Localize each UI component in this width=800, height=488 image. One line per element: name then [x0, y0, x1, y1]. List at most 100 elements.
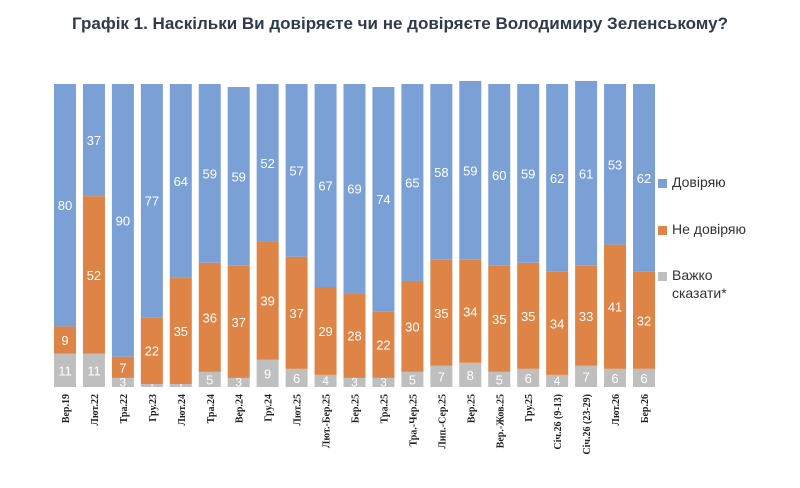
bar-segment	[314, 287, 337, 375]
data-label: 11	[87, 363, 101, 378]
data-label: 60	[492, 168, 506, 183]
data-label: 3	[120, 375, 127, 389]
data-label: 6	[640, 371, 647, 386]
data-label: 11	[58, 363, 72, 378]
legend-swatch	[658, 179, 667, 188]
data-label: 59	[521, 166, 535, 181]
legend-swatch	[658, 226, 667, 235]
data-label: 22	[376, 338, 390, 353]
bar-segment	[459, 80, 482, 260]
data-label: 35	[521, 309, 535, 324]
category-tick-label: Тра.24	[206, 394, 217, 423]
data-label: 34	[550, 316, 564, 331]
data-label: 3	[351, 375, 358, 389]
data-label: 37	[231, 315, 245, 330]
bar-segment	[343, 84, 366, 294]
bar-segment	[314, 84, 337, 288]
bar-segment	[285, 368, 308, 387]
bar-segment	[227, 87, 250, 266]
category-tick-label: Гру.23	[148, 394, 159, 422]
category-tick-label: Вер.-Жов.25	[495, 394, 506, 448]
bar-segment	[575, 80, 598, 266]
data-label: 5	[206, 372, 213, 387]
bar-segment	[343, 377, 366, 387]
bar-segment	[488, 371, 511, 387]
bar-segment	[517, 368, 540, 387]
bar-segment	[488, 84, 511, 266]
data-label: 6	[525, 371, 532, 386]
bar-segment	[546, 271, 569, 375]
category-tick-label: Вер.25	[466, 394, 477, 423]
bar-segment	[285, 84, 308, 257]
category-tick-label: Тра.-Чер.25	[408, 394, 419, 447]
category-tick-label: Тра.25	[379, 394, 390, 423]
category-tick-label: Тра.22	[119, 394, 130, 423]
data-label: 3	[380, 375, 387, 389]
legend-label: сказати*	[672, 285, 727, 301]
bar-segment	[633, 368, 655, 387]
bar-segment	[198, 84, 221, 263]
data-label: 69	[347, 182, 361, 197]
data-label: 90	[116, 213, 130, 228]
bar-segment	[430, 259, 453, 366]
data-label: 61	[579, 166, 593, 181]
data-label: 52	[260, 156, 274, 171]
bar-segment	[198, 371, 221, 387]
bar-segment	[54, 84, 76, 327]
bar-segment	[227, 377, 250, 387]
data-label: 22	[145, 344, 159, 359]
data-label: 29	[318, 324, 332, 339]
data-label: 59	[203, 166, 217, 181]
data-label: 34	[463, 304, 477, 319]
data-label: 4	[554, 374, 561, 388]
bar-segment	[256, 241, 279, 360]
category-tick-label: Лют.25	[293, 394, 304, 426]
bar-segment	[169, 383, 192, 387]
chart-title: Графік 1. Наскільки Ви довіряєте чи не д…	[71, 14, 728, 33]
data-label: 1	[177, 378, 184, 392]
data-label: 5	[409, 372, 416, 387]
bar-segment	[140, 383, 163, 387]
data-label: 77	[145, 194, 159, 209]
category-tick-label: Вер.24	[235, 394, 246, 423]
data-label: 1	[149, 378, 156, 392]
data-label: 41	[608, 300, 622, 315]
bar-segment	[256, 84, 279, 242]
bar-segment	[54, 326, 76, 354]
data-label: 53	[608, 157, 622, 172]
data-label: 67	[318, 179, 332, 194]
data-label: 6	[293, 371, 300, 386]
bar-segment	[604, 244, 627, 369]
category-tick-label: Гру.25	[524, 394, 535, 422]
bar-segment	[111, 356, 134, 378]
bar-segment	[546, 84, 569, 272]
data-label: 65	[405, 175, 419, 190]
data-label: 30	[405, 319, 419, 334]
data-label: 39	[260, 294, 274, 309]
bar-segment	[633, 84, 655, 272]
bar-segment	[169, 277, 192, 384]
legend-swatch	[658, 272, 667, 281]
bar-segment	[285, 256, 308, 369]
data-label: 32	[637, 313, 651, 328]
bar-segment	[575, 265, 598, 366]
bar-segment	[111, 377, 134, 387]
category-tick-label: Лип.-Сер.25	[437, 394, 448, 449]
data-label: 9	[61, 333, 68, 348]
bar-segment	[140, 84, 163, 318]
bar-segment	[82, 353, 105, 387]
data-label: 52	[87, 268, 101, 283]
bar-segment	[198, 262, 221, 372]
data-label: 4	[322, 374, 329, 388]
bar-segment	[314, 374, 337, 387]
data-label: 58	[434, 165, 448, 180]
bar-segment	[430, 365, 453, 387]
bar-segment	[372, 377, 395, 387]
category-tick-label: Вер.19	[61, 394, 72, 423]
bar-segment	[575, 365, 598, 387]
legend-label: Важко	[672, 267, 713, 283]
legend-label: Довіряю	[672, 174, 726, 190]
data-label: 37	[87, 133, 101, 148]
data-label: 5	[496, 372, 503, 387]
